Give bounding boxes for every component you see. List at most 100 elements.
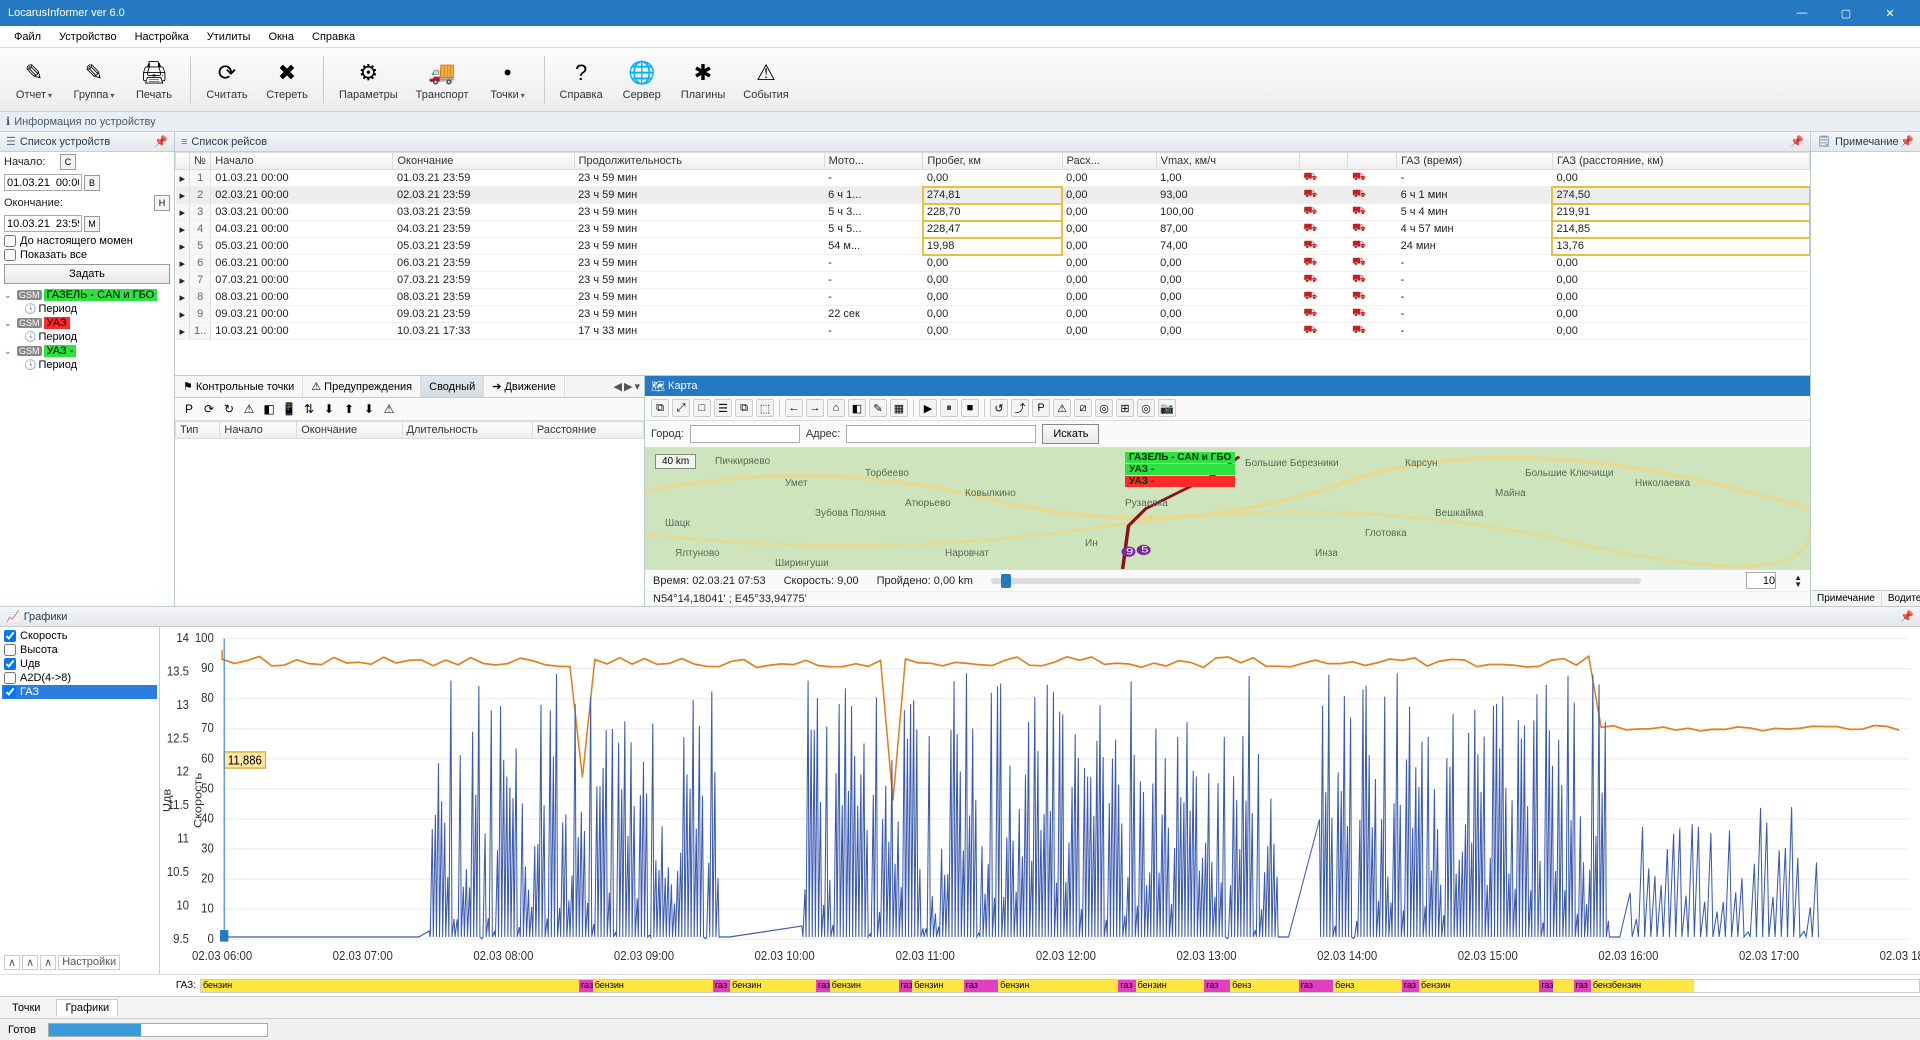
chart-area[interactable]: 9.51010.51111.51212.51313.514Uдв01020304… (160, 627, 1920, 974)
trip-row[interactable]: ▸808.03.21 00:0008.03.21 23:5923 ч 59 ми… (176, 289, 1810, 306)
toolbar-Считать[interactable]: ⟳Считать (199, 51, 255, 109)
map-tool[interactable]: ▶ (919, 399, 937, 417)
trip-row[interactable]: ▸909.03.21 00:0009.03.21 23:5923 ч 59 ми… (176, 306, 1810, 323)
menu-Настройка[interactable]: Настройка (127, 29, 197, 45)
map-time-slider[interactable] (991, 578, 1641, 584)
toolbar-Плагины[interactable]: ✱Плагины (674, 51, 733, 109)
zoom-input[interactable] (1746, 572, 1776, 589)
menu-Файл[interactable]: Файл (6, 29, 49, 45)
detail-table[interactable]: ТипНачалоОкончаниеДлительностьРасстояние (175, 421, 644, 439)
map-tool[interactable]: ⧉ (735, 399, 753, 417)
map-tool[interactable]: P (1032, 399, 1050, 417)
map-tool[interactable]: ✎ (869, 399, 887, 417)
trip-row[interactable]: ▸505.03.21 00:0005.03.21 23:5923 ч 59 ми… (176, 238, 1810, 255)
map-vehicle-tag[interactable]: УАЗ - (1125, 476, 1235, 487)
toolbar-Печать[interactable]: 🖨Печать (126, 51, 182, 109)
toolbar-Отчет[interactable]: ✎Отчет▾ (6, 51, 62, 109)
trip-row[interactable]: ▸404.03.21 00:0004.03.21 23:5923 ч 59 ми… (176, 221, 1810, 238)
search-button[interactable]: Искать (1042, 424, 1099, 444)
legend-item[interactable]: A2D(4->8) (2, 671, 157, 685)
detail-tab[interactable]: Сводный (421, 376, 484, 397)
map-vehicle-tag[interactable]: ГАЗЕЛЬ - CAN и ГБО (1125, 452, 1235, 463)
toolbar-Точки[interactable]: •Точки▾ (480, 51, 536, 109)
toolbar-Справка[interactable]: ?Справка (553, 51, 610, 109)
toolbar-Транспорт[interactable]: 🚚Транспорт (409, 51, 476, 109)
map-tool[interactable]: ⚠ (1053, 399, 1071, 417)
map-tool[interactable]: ⌂ (827, 399, 845, 417)
map-tool[interactable]: ◧ (848, 399, 866, 417)
toolbar-Группа[interactable]: ✎Группа▾ (66, 51, 122, 109)
toolbar-Сервер[interactable]: 🌐Сервер (614, 51, 670, 109)
city-input[interactable] (690, 425, 800, 443)
map-tool[interactable]: ☰ (714, 399, 732, 417)
trips-table[interactable]: №НачалоОкончаниеПродолжительностьМото...… (175, 152, 1810, 340)
detail-icon[interactable]: ⚠ (241, 401, 257, 417)
legend-item[interactable]: Скорость (2, 629, 157, 643)
detail-icon[interactable]: 📱 (281, 401, 297, 417)
note-tab[interactable]: Водители (1882, 591, 1920, 606)
detail-icon[interactable]: ⬆ (341, 401, 357, 417)
map-tool[interactable]: ⤢ (672, 399, 690, 417)
detail-icon[interactable]: ◧ (261, 401, 277, 417)
close-button[interactable]: ✕ (1868, 0, 1912, 26)
map-tool[interactable]: ⤴ (1011, 399, 1029, 417)
maximize-button[interactable]: ▢ (1824, 0, 1868, 26)
device-child[interactable]: 🕓 Период (2, 330, 172, 344)
detail-tab[interactable]: ⚑Контрольные точки (175, 376, 303, 397)
detail-icon[interactable]: ⬇ (321, 401, 337, 417)
map-tool[interactable]: ⧉ (651, 399, 669, 417)
map-tool[interactable]: ⊞ (1116, 399, 1134, 417)
trip-row[interactable]: ▸707.03.21 00:0007.03.21 23:5923 ч 59 ми… (176, 272, 1810, 289)
bottom-tab[interactable]: Графики (56, 999, 118, 1016)
pin-icon[interactable]: 📌 (1900, 610, 1914, 624)
trip-row[interactable]: ▸202.03.21 00:0002.03.21 23:5923 ч 59 ми… (176, 187, 1810, 204)
menu-Окна[interactable]: Окна (260, 29, 302, 45)
btn-b[interactable]: В (84, 175, 100, 191)
map-tool[interactable]: ← (785, 399, 803, 417)
btn-c[interactable]: C (60, 154, 76, 170)
note-area[interactable] (1811, 152, 1920, 590)
trip-row[interactable]: ▸1..10.03.21 00:0010.03.21 17:3317 ч 33 … (176, 323, 1810, 340)
btn-m[interactable]: М (84, 216, 100, 232)
legend-item[interactable]: Высота (2, 643, 157, 657)
map-tool[interactable]: ↺ (990, 399, 1008, 417)
map-tool[interactable]: ▦ (890, 399, 908, 417)
map-tool[interactable]: ⏸ (940, 399, 958, 417)
menu-Утилиты[interactable]: Утилиты (199, 29, 259, 45)
map-tool[interactable]: ⬚ (756, 399, 774, 417)
legend-item[interactable]: ГАЗ (2, 685, 157, 699)
map-tool[interactable]: ■ (961, 399, 979, 417)
pin-icon[interactable]: 📌 (1790, 135, 1804, 149)
map-vehicle-tag[interactable]: УАЗ - (1125, 464, 1235, 475)
zoom-spinner[interactable]: ▲▼ (1794, 574, 1802, 588)
device-child[interactable]: 🕓 Период (2, 358, 172, 372)
start-date-input[interactable] (4, 174, 82, 191)
bottom-tab[interactable]: Точки (4, 1000, 48, 1016)
detail-icon[interactable]: P (181, 401, 197, 417)
pin-icon[interactable]: 📌 (1900, 135, 1914, 149)
detail-tab[interactable]: ➔Движение (484, 376, 564, 397)
device-node[interactable]: ⌄GSMГАЗЕЛЬ - CAN и ГБО (2, 288, 172, 302)
device-node[interactable]: ⌄GSMУАЗ (2, 316, 172, 330)
trip-row[interactable]: ▸101.03.21 00:0001.03.21 23:5923 ч 59 ми… (176, 170, 1810, 187)
gas-track[interactable]: бензингазбензингазбензингазбензингазбенз… (200, 979, 1920, 993)
detail-icon[interactable]: ⇅ (301, 401, 317, 417)
legend-item[interactable]: Uдв (2, 657, 157, 671)
detail-icon[interactable]: ↻ (221, 401, 237, 417)
chk-now[interactable] (4, 235, 16, 247)
chk-all[interactable] (4, 249, 16, 261)
device-child[interactable]: 🕓 Период (2, 302, 172, 316)
map-tool[interactable]: → (806, 399, 824, 417)
map-tool[interactable]: ◎ (1095, 399, 1113, 417)
detail-icon[interactable]: ⚠ (381, 401, 397, 417)
trip-row[interactable]: ▸303.03.21 00:0003.03.21 23:5923 ч 59 ми… (176, 204, 1810, 221)
set-button[interactable]: Задать (4, 264, 170, 284)
map-tool[interactable]: 📷 (1158, 399, 1176, 417)
end-date-input[interactable] (4, 215, 82, 232)
pin-icon[interactable]: 📌 (154, 135, 168, 149)
menu-Устройство[interactable]: Устройство (51, 29, 125, 45)
toolbar-Параметры[interactable]: ⚙Параметры (332, 51, 405, 109)
toolbar-Стереть[interactable]: ✖Стереть (259, 51, 315, 109)
trip-row[interactable]: ▸606.03.21 00:0006.03.21 23:5923 ч 59 ми… (176, 255, 1810, 272)
menu-Справка[interactable]: Справка (304, 29, 363, 45)
